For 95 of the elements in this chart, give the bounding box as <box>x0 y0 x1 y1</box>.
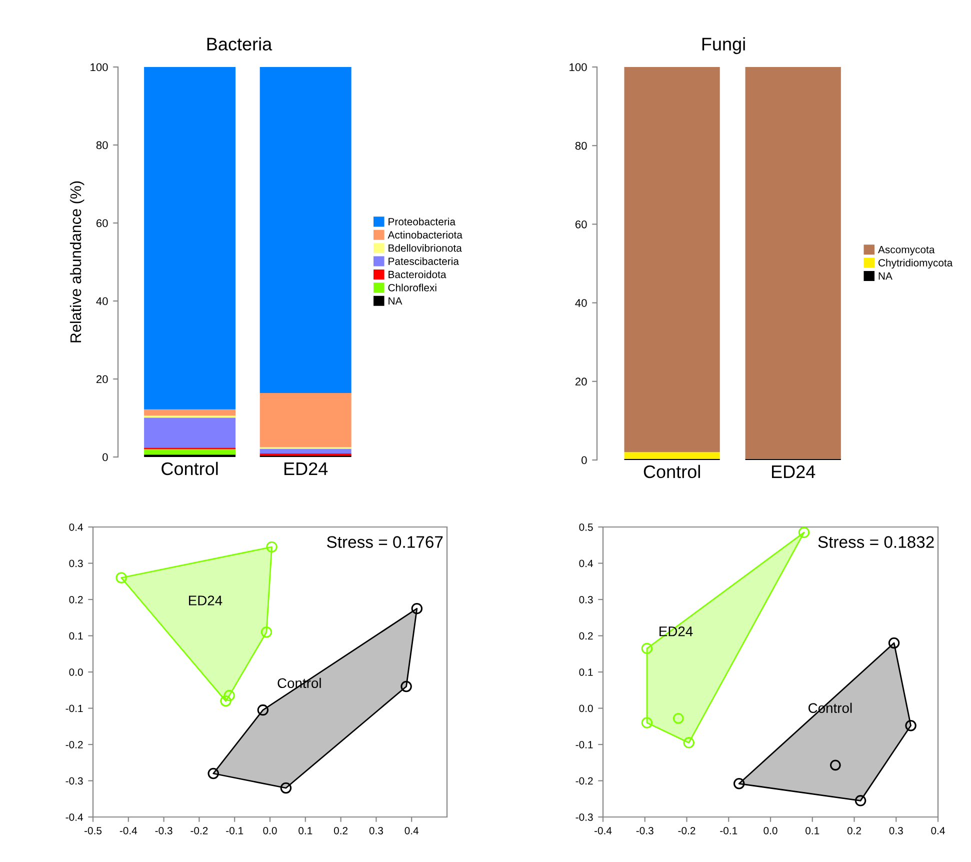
x-tick-label: -0.1 <box>720 826 738 834</box>
y-tick-label: 0.0 <box>69 668 83 676</box>
bar <box>624 452 720 459</box>
bar <box>260 393 352 448</box>
y-tick-label: 0.2 <box>579 632 593 640</box>
y-tick-label: 0.4 <box>69 524 83 531</box>
point <box>411 602 423 614</box>
y-tick-label: 0 <box>102 453 108 462</box>
chart-title: Fungi <box>702 37 745 54</box>
y-tick-label: 0.1 <box>69 632 83 640</box>
y-tick-label: 0.1 <box>579 668 593 676</box>
x-tick-label: ED24 <box>284 462 328 475</box>
point <box>280 782 292 794</box>
x-tick-label: 0.2 <box>334 826 348 834</box>
annotation: Stress = 0.1832 <box>818 536 934 548</box>
y-tick-label: 100 <box>570 63 587 72</box>
y-tick-label: 60 <box>96 219 108 228</box>
bar <box>144 409 236 416</box>
x-tick-label: -0.3 <box>636 826 654 834</box>
point <box>733 778 745 790</box>
point <box>888 637 900 649</box>
x-tick-label: -0.3 <box>155 826 172 834</box>
point <box>116 572 127 584</box>
legend-label: NA <box>878 272 892 280</box>
y-tick-label: -0.2 <box>576 777 593 785</box>
bar <box>144 449 236 455</box>
y-tick-label: 80 <box>575 142 587 150</box>
y-tick-label: -0.3 <box>576 814 593 821</box>
y-tick-label: 0.3 <box>579 596 593 604</box>
point <box>257 704 269 716</box>
y-tick-label: -0.3 <box>66 777 83 785</box>
legend-label: Proteobacteria <box>388 218 456 226</box>
annotation: Stress = 0.1767 <box>327 536 443 548</box>
point <box>683 737 694 748</box>
x-tick-label: 0.4 <box>931 826 945 834</box>
x-tick-label: -0.5 <box>84 826 102 834</box>
y-tick-label: 0 <box>582 456 587 464</box>
point <box>260 626 272 638</box>
point <box>905 720 916 732</box>
y-tick-label: 0.2 <box>69 596 83 604</box>
y-axis-title: Relative abundance (%) <box>70 181 84 342</box>
x-tick-label: 0.0 <box>764 826 778 834</box>
x-tick-label: 0.1 <box>298 826 312 834</box>
chart-title: Bacteria <box>207 37 272 51</box>
y-tick-label: 60 <box>575 220 587 228</box>
y-tick-label: 40 <box>575 299 587 307</box>
legend-label: Actinobacteriota <box>388 230 462 239</box>
point <box>400 680 412 692</box>
y-tick-label: 40 <box>96 297 108 306</box>
y-tick-label: -0.1 <box>66 704 83 712</box>
legend-label: Bacteroidota <box>388 270 446 278</box>
y-tick-label: -0.1 <box>576 741 593 748</box>
x-tick-label: -0.2 <box>678 826 696 834</box>
legend-label: Chloroflexi <box>388 284 436 292</box>
legend-label: Chytridiomycota <box>878 258 953 269</box>
x-tick-label: 0.3 <box>889 826 903 834</box>
x-tick-label: ED24 <box>772 465 816 478</box>
x-tick-label: -0.4 <box>594 826 612 834</box>
x-tick-label: 0.2 <box>847 826 861 834</box>
point <box>798 527 810 538</box>
y-tick-label: 0.3 <box>69 560 83 568</box>
legend-label: Ascomycota <box>878 246 935 256</box>
y-tick-label: -0.4 <box>66 814 83 821</box>
legend-label: Patescibacteria <box>388 257 459 265</box>
y-tick-label: 0.4 <box>579 560 593 568</box>
point <box>830 760 841 771</box>
point <box>220 695 232 707</box>
point <box>641 642 653 654</box>
point <box>224 690 235 702</box>
y-tick-label: 0.5 <box>579 524 593 531</box>
point <box>208 768 219 780</box>
y-tick-label: -0.2 <box>66 741 83 748</box>
legend-label: Bdellovibrionota <box>388 244 462 252</box>
x-tick-label: Control <box>644 464 700 478</box>
point <box>266 541 278 553</box>
y-tick-label: 20 <box>575 378 587 386</box>
x-tick-label: 0.4 <box>404 826 419 834</box>
bar <box>260 448 352 454</box>
x-tick-label: -0.4 <box>120 826 138 834</box>
x-tick-label: Control <box>162 462 218 476</box>
x-tick-label: 0.0 <box>263 826 277 834</box>
x-tick-label: 0.3 <box>369 826 383 834</box>
legend-label: NA <box>388 297 402 304</box>
x-tick-label: -0.2 <box>190 826 208 834</box>
x-tick-label: 0.1 <box>806 826 820 834</box>
point <box>641 717 653 728</box>
point <box>672 712 684 724</box>
y-tick-label: 100 <box>90 63 108 72</box>
y-tick-label: 20 <box>96 375 108 384</box>
y-tick-label: 80 <box>96 141 108 150</box>
x-tick-label: -0.1 <box>226 826 244 834</box>
bar <box>144 418 236 448</box>
series-label: ED24 <box>188 596 222 606</box>
y-tick-label: 0.0 <box>579 704 593 712</box>
point <box>854 795 866 806</box>
